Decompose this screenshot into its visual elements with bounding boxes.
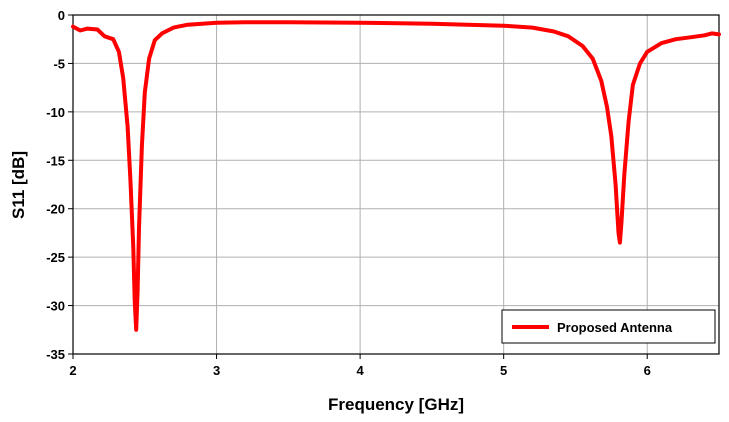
y-tick-label: -30: [46, 299, 65, 314]
plot-area: [72, 14, 720, 355]
y-tick-label: -5: [53, 56, 65, 71]
x-tick-label: 6: [644, 363, 651, 378]
axis-ticks: 0 -5 -10 -15 -20 -25 -30 -35 2 3 4 5 6: [46, 8, 651, 378]
y-tick-label: -25: [46, 250, 65, 265]
x-axis-title: Frequency [GHz]: [328, 395, 464, 414]
legend-label: Proposed Antenna: [557, 320, 673, 335]
y-axis-title: S11 [dB]: [9, 151, 28, 219]
x-tick-label: 3: [213, 363, 220, 378]
series-layer: [71, 20, 721, 332]
y-tick-label: -35: [46, 347, 65, 362]
y-tick-label: -10: [46, 105, 65, 120]
series-line-proposed-antenna: [71, 20, 721, 332]
legend: Proposed Antenna: [501, 309, 716, 344]
x-tick-label: 2: [69, 363, 76, 378]
y-tick-label: 0: [58, 8, 65, 23]
grid-lines: [73, 15, 719, 354]
y-tick-label: -20: [46, 202, 65, 217]
x-tick-label: 5: [500, 363, 507, 378]
x-tick-label: 4: [356, 363, 364, 378]
y-tick-label: -15: [46, 153, 65, 168]
